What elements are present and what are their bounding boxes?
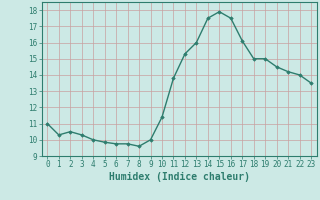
X-axis label: Humidex (Indice chaleur): Humidex (Indice chaleur) [109,172,250,182]
